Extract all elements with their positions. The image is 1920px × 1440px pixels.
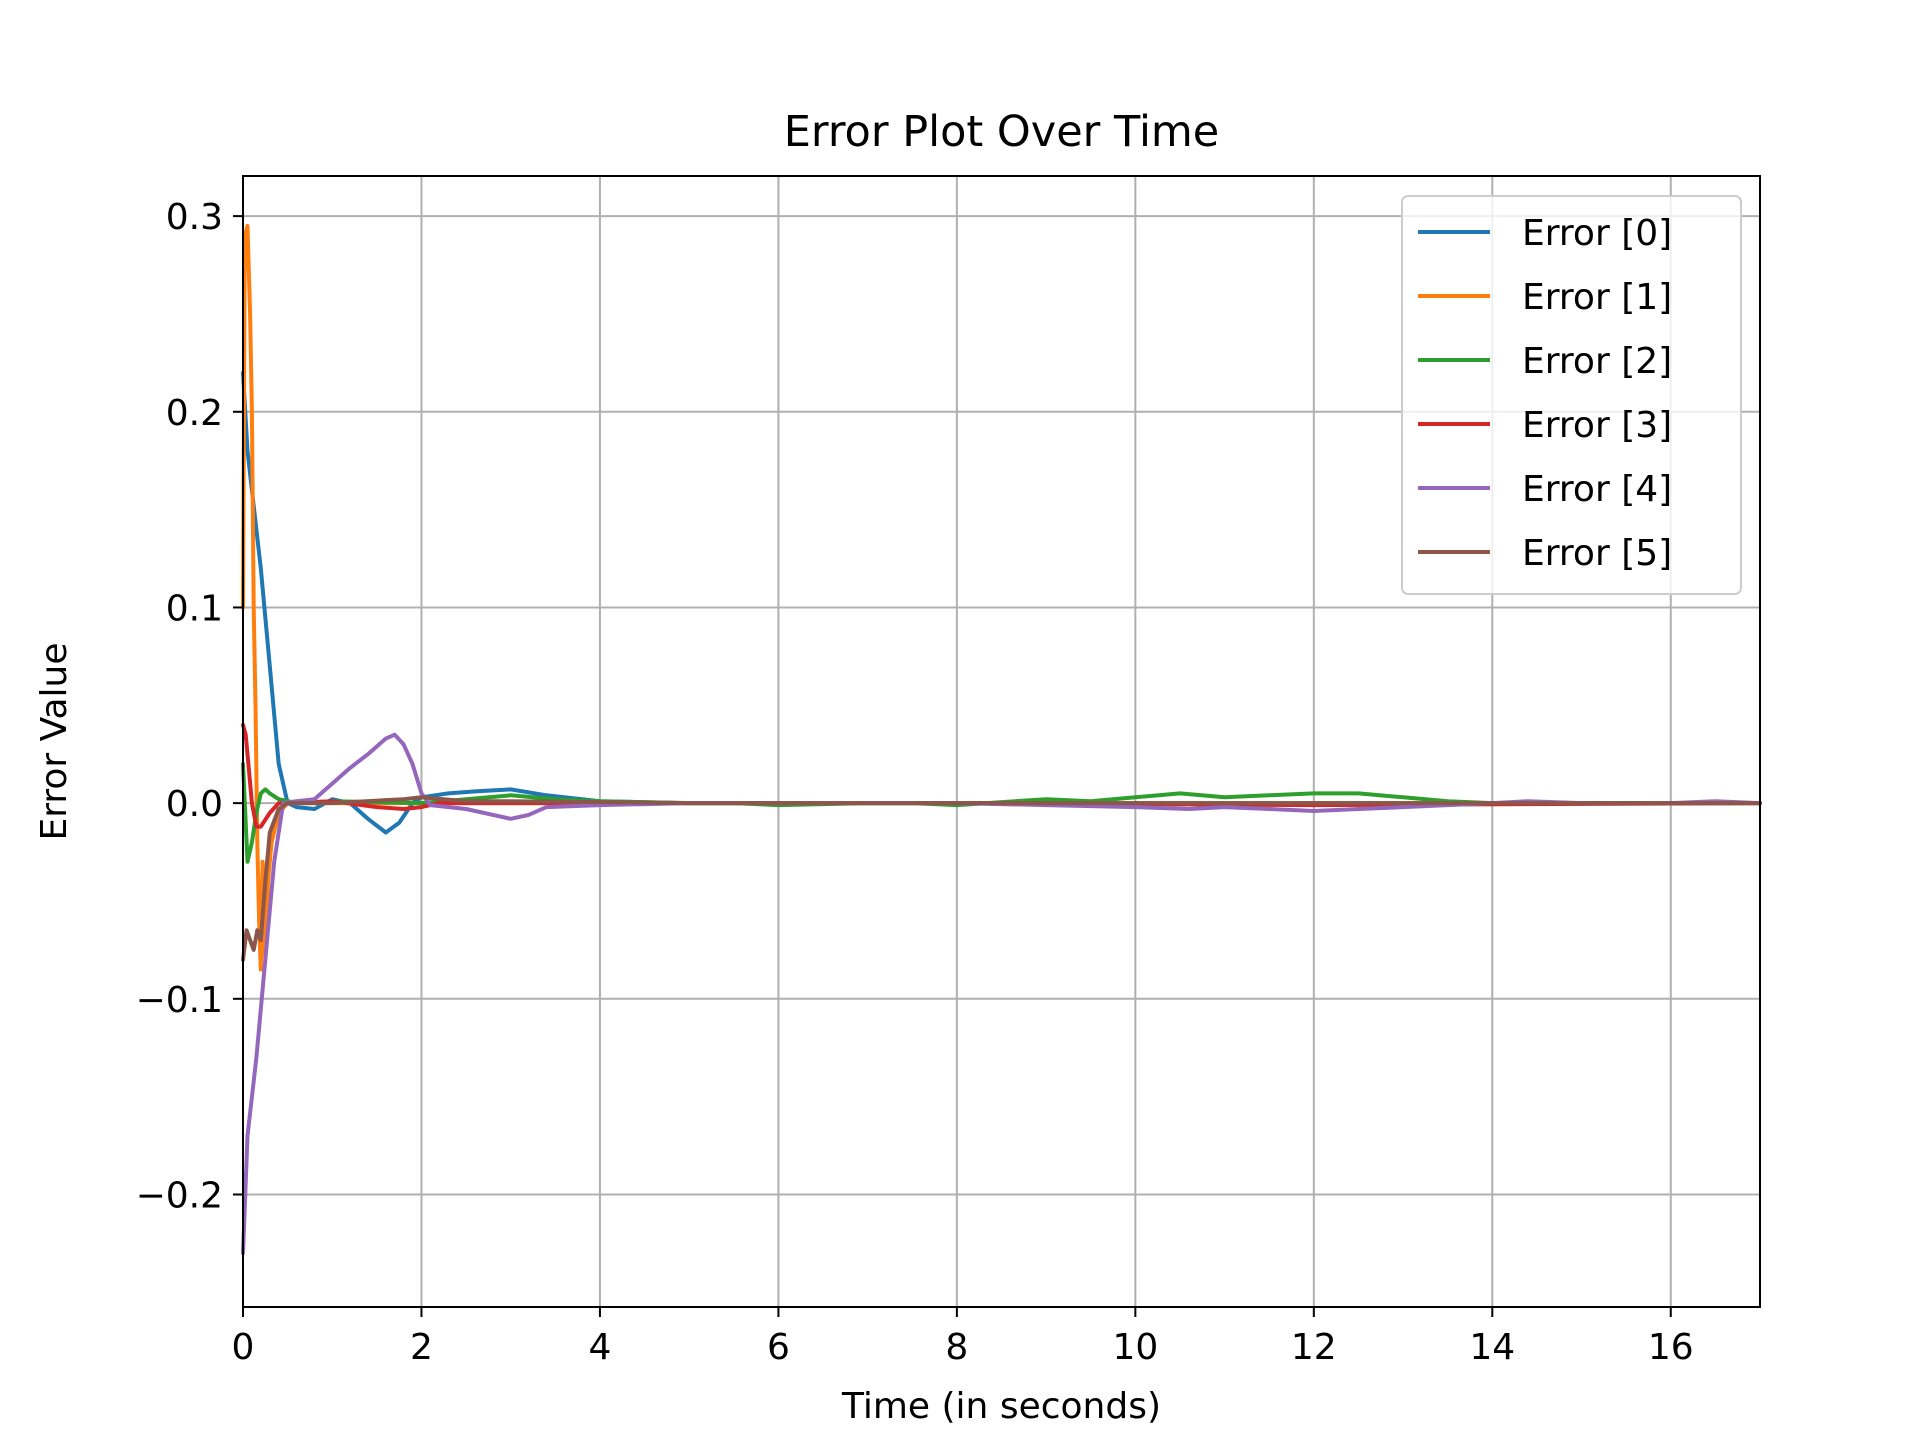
x-tick-label: 8 [945,1327,968,1368]
series-layer [241,223,1762,1256]
y-tick-label: 0.0 [166,784,223,825]
legend: Error [0] Error [1] Error [2] Error [3] Erro… [1401,195,1742,595]
y-tick-label: 0.3 [166,197,223,238]
y-tick-label: −0.2 [136,1175,223,1216]
legend-label-error-1: Error [1] [1522,277,1672,318]
series-line-error-5 [241,795,1762,962]
x-tick-label: 12 [1291,1327,1337,1368]
chart-title: Error Plot Over Time [784,107,1220,157]
x-tick-label: 0 [232,1327,255,1368]
legend-label-error-5: Error [5] [1522,533,1672,574]
x-tick-label: 4 [588,1327,611,1368]
legend-label-error-3: Error [3] [1522,405,1672,446]
legend-label-error-2: Error [2] [1522,341,1672,382]
tick-layer: 0 2 4 6 8 10 12 14 16 −0.2 −0.1 0.0 0.1 0.2 0.3 [136,197,1694,1368]
y-tick-label: −0.1 [136,980,223,1021]
x-axis-label: Time (in seconds) [841,1386,1161,1427]
x-tick-label: 2 [410,1327,433,1368]
x-tick-label: 10 [1112,1327,1158,1368]
legend-label-error-4: Error [4] [1522,469,1672,510]
y-tick-label: 0.2 [166,393,223,434]
x-tick-label: 6 [767,1327,790,1368]
x-tick-label: 16 [1648,1327,1694,1368]
y-axis-label: Error Value [34,642,75,840]
legend-label-error-0: Error [0] [1522,213,1672,254]
y-tick-label: 0.1 [166,588,223,629]
series-line-error-4 [241,732,1762,1256]
x-tick-label: 14 [1469,1327,1515,1368]
plot-frame [242,175,1761,1308]
